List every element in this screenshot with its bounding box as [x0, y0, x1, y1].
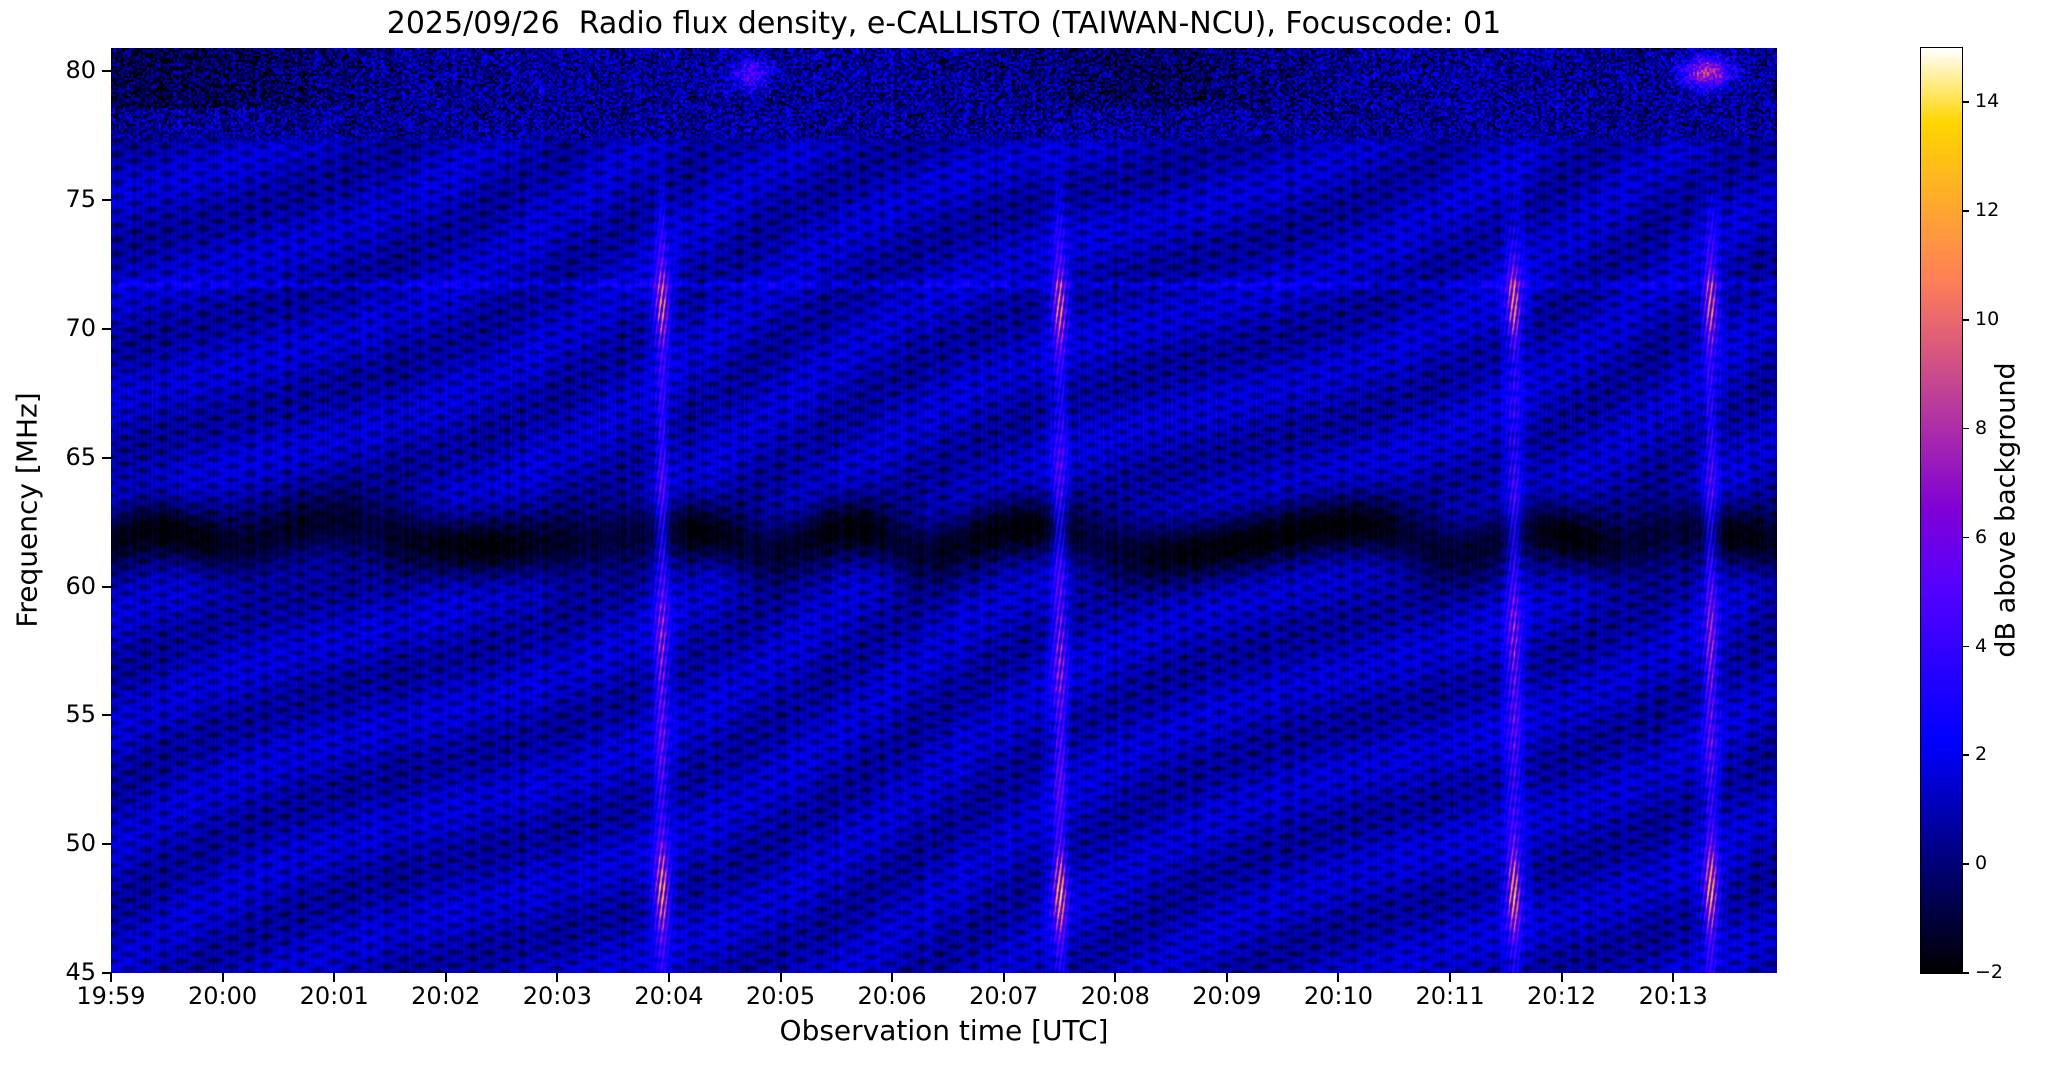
x-tick-label: 19:59: [76, 982, 146, 1010]
y-tick-label: 80: [65, 56, 96, 85]
colorbar-tick-label: 6: [1975, 525, 1988, 548]
colorbar-tick-label: 2: [1975, 743, 1988, 766]
colorbar-tick-mark: [1962, 645, 1969, 648]
x-tick-mark: [1560, 973, 1563, 982]
y-tick-mark: [102, 70, 111, 73]
y-tick-label: 45: [65, 958, 96, 986]
x-tick-mark: [1337, 973, 1340, 982]
x-tick-mark: [1002, 973, 1005, 982]
x-tick-label: 20:00: [187, 982, 258, 1010]
x-tick-mark: [1672, 973, 1675, 982]
colorbar-tick-label: 0: [1975, 852, 1988, 875]
colorbar-tick-mark: [1962, 319, 1969, 321]
colorbar-tick-label: 4: [1975, 634, 1988, 657]
x-tick-mark: [891, 973, 894, 982]
x-tick-mark: [556, 973, 559, 982]
y-tick-mark: [102, 843, 111, 846]
y-tick-mark: [102, 456, 111, 459]
x-tick-label: 20:01: [299, 982, 369, 1010]
colorbar-tick-label: 14: [1975, 90, 2000, 113]
y-tick-label: 65: [65, 442, 96, 471]
x-tick-label: 20:13: [1638, 982, 1708, 1010]
chart-title: 2025/09/26 Radio flux density, e-CALLIST…: [386, 6, 1502, 41]
y-tick-mark: [102, 199, 111, 202]
y-tick-label: 55: [65, 700, 96, 729]
x-tick-label: 20:08: [1080, 982, 1150, 1010]
y-tick-mark: [102, 972, 111, 974]
y-tick-label: 75: [65, 185, 96, 214]
colorbar-tick-mark: [1962, 972, 1969, 974]
y-tick-mark: [102, 327, 111, 330]
x-tick-mark: [110, 973, 112, 982]
x-tick-label: 20:10: [1303, 982, 1374, 1010]
colorbar-tick-mark: [1962, 101, 1969, 103]
x-tick-mark: [444, 973, 447, 982]
y-tick-mark: [102, 585, 111, 588]
colorbar-tick-label: 8: [1975, 416, 1988, 439]
x-tick-label: 20:07: [969, 982, 1039, 1010]
x-tick-label: 20:03: [522, 982, 592, 1010]
y-tick-mark: [102, 714, 111, 717]
x-tick-mark: [333, 973, 336, 982]
colorbar-tick-mark: [1962, 863, 1969, 865]
x-tick-label: 20:11: [1415, 982, 1485, 1010]
spectrogram-canvas: [111, 48, 1777, 973]
colorbar-tick-mark: [1962, 427, 1969, 430]
colorbar-tick-label: 12: [1975, 199, 2000, 222]
x-tick-label: 20:04: [634, 982, 704, 1010]
x-tick-mark: [1225, 973, 1228, 982]
x-tick-mark: [1449, 973, 1452, 982]
x-tick-mark: [667, 973, 670, 982]
x-tick-mark: [1114, 973, 1117, 982]
colorbar-tick-label: −2: [1975, 961, 2004, 983]
y-tick-label: 70: [65, 313, 96, 342]
x-axis-label: Observation time [UTC]: [779, 1014, 1109, 1047]
colorbar-tick-label: 10: [1975, 308, 2000, 331]
x-tick-mark: [779, 973, 782, 982]
colorbar-tick-mark: [1962, 536, 1969, 539]
colorbar-tick-mark: [1962, 210, 1969, 212]
y-tick-label: 60: [65, 571, 96, 600]
x-tick-mark: [221, 973, 224, 982]
colorbar-tick-mark: [1962, 754, 1969, 756]
y-tick-label: 50: [65, 829, 96, 858]
x-tick-label: 20:12: [1527, 982, 1597, 1010]
x-tick-label: 20:05: [745, 982, 816, 1010]
x-tick-label: 20:09: [1192, 982, 1262, 1010]
colorbar-label: dB above background: [1990, 362, 2022, 658]
x-tick-label: 20:06: [857, 982, 927, 1010]
colorbar-canvas: [1920, 47, 1963, 974]
x-tick-label: 20:02: [411, 982, 481, 1010]
